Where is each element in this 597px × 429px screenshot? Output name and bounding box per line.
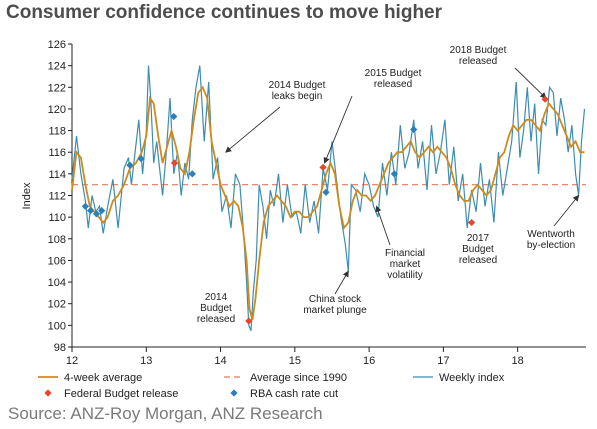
annotation-line: China stock	[309, 294, 362, 305]
rba-cut-marker	[170, 112, 178, 121]
x-tick-label: 12	[66, 355, 78, 367]
event-markers	[81, 95, 549, 325]
y-tick-label: 114	[48, 169, 66, 181]
annotation-line: by-election	[527, 240, 575, 251]
annotation-arrow	[323, 95, 353, 164]
x-ticks: 12 13 14 15 16 17 18	[66, 347, 524, 367]
legend-label: 4-week average	[64, 372, 142, 384]
y-tick-label: 120	[48, 104, 66, 116]
annotation-text: China stock market plunge	[303, 294, 367, 316]
y-tick-label: 104	[48, 277, 66, 289]
four-week-average-line	[71, 85, 585, 321]
annotation-line: market plunge	[303, 305, 367, 316]
annotation-line: Budget	[200, 303, 232, 314]
y-tick-label: 98	[54, 342, 66, 354]
rba-cut-marker	[98, 207, 106, 215]
y-tick-label: 108	[48, 234, 66, 246]
legend-label: Weekly index	[439, 372, 505, 384]
x-tick-label: 13	[140, 355, 152, 367]
annotation-arrow	[334, 270, 349, 295]
legend: 4-week average Average since 1990 Weekly i…	[38, 372, 505, 400]
annotation-line: released	[374, 79, 412, 90]
annotation-text: 2015 Budget released	[365, 68, 422, 90]
annotation-line: Wentworth	[527, 229, 575, 240]
rba-cut-marker	[390, 170, 398, 178]
y-tick-label: 112	[48, 191, 66, 203]
annotation-line: leaks begin	[272, 91, 323, 102]
x-tick-label: 14	[214, 355, 226, 367]
annotation-line: Budget	[462, 244, 494, 255]
y-tick-label: 118	[48, 126, 66, 138]
annotation-arrow	[553, 194, 580, 227]
y-axis-label: Index	[21, 182, 33, 209]
y-tick-label: 126	[48, 39, 66, 51]
annotation-line: 2014 Budget	[269, 80, 326, 91]
budget-release-marker	[319, 163, 327, 171]
annotation-line: released	[197, 314, 235, 325]
annotation-line: released	[459, 56, 497, 67]
legend-swatch	[44, 389, 52, 397]
rba-cut-marker	[92, 210, 101, 218]
legend-label: RBA cash rate cut	[250, 388, 338, 400]
annotation-text: 2014 Budget released	[197, 292, 235, 325]
annotation-line: 2014	[205, 292, 228, 303]
x-tick-label: 16	[363, 355, 375, 367]
annotation-arrow	[375, 205, 391, 246]
x-tick-label: 17	[437, 355, 449, 367]
annotation-line: 2018 Budget	[450, 45, 507, 56]
annotation-line: Financial	[385, 248, 425, 259]
annotation-line: released	[459, 255, 497, 266]
y-tick-label: 116	[48, 147, 66, 159]
budget-release-marker	[245, 317, 253, 325]
rba-cut-marker	[86, 207, 95, 215]
y-tick-label: 122	[48, 82, 66, 94]
chart-title: Consumer confidence continues to move hi…	[6, 2, 443, 23]
annotation-text: Wentworth by-election	[527, 229, 575, 251]
rba-cut-marker	[81, 202, 89, 210]
source-note: Source: ANZ-Roy Morgan, ANZ Research	[8, 404, 323, 423]
annotation-line: 2015 Budget	[365, 68, 422, 79]
y-tick-label: 110	[48, 212, 66, 224]
annotation-text: 2014 Budget leaks begin	[269, 80, 326, 102]
y-tick-label: 100	[48, 320, 66, 332]
x-tick-label: 18	[512, 355, 524, 367]
annotation-text: Financial market volatility	[385, 248, 425, 281]
rba-cut-marker	[410, 125, 418, 134]
rba-cut-marker	[188, 170, 196, 178]
annotation-line: market	[390, 259, 421, 270]
y-tick-label: 106	[48, 255, 66, 267]
budget-release-marker	[541, 95, 549, 103]
annotation-line: 2017	[467, 233, 490, 244]
y-tick-label: 124	[48, 61, 66, 73]
annotation-line: volatility	[387, 270, 423, 281]
annotation-text: 2018 Budget released	[450, 45, 507, 67]
annotation-arrow	[225, 106, 281, 153]
legend-label: Federal Budget release	[64, 388, 178, 400]
x-tick-label: 15	[289, 355, 301, 367]
annotation-arrow	[514, 67, 547, 99]
annotation-text: 2017 Budget released	[459, 233, 497, 266]
y-ticks: 98 100 102 104 106 108 110 112 114 116 118 120 122 12…	[48, 39, 72, 354]
rba-cut-marker	[322, 188, 330, 196]
budget-release-marker	[170, 159, 179, 167]
rba-cut-marker	[137, 155, 145, 163]
weekly-index-line	[71, 65, 586, 332]
rba-cut-marker	[126, 161, 134, 169]
budget-release-marker	[468, 218, 476, 227]
legend-swatch	[230, 389, 238, 397]
y-tick-label: 102	[48, 299, 66, 311]
legend-label: Average since 1990	[250, 372, 347, 384]
